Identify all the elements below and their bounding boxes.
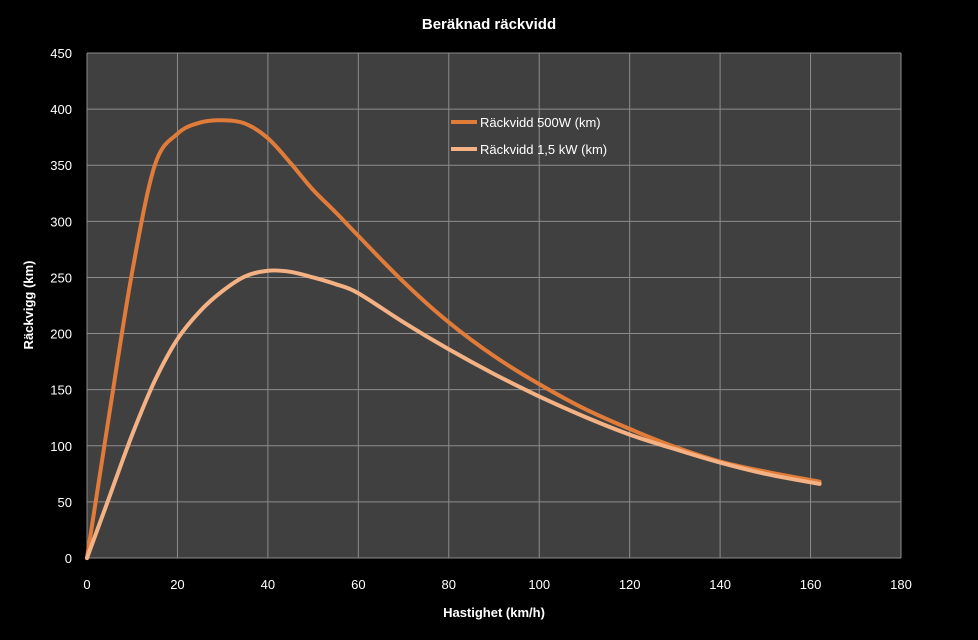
y-tick-label: 100	[50, 439, 72, 454]
x-tick-label: 80	[442, 577, 456, 592]
y-tick-label: 350	[50, 158, 72, 173]
legend-label-2: Räckvidd 1,5 kW (km)	[480, 142, 607, 157]
y-tick-label: 250	[50, 270, 72, 285]
series-line-2	[85, 268, 822, 560]
y-tick-label: 450	[50, 46, 72, 61]
legend-label-1: Räckvidd 500W (km)	[480, 115, 601, 130]
grid	[86, 52, 902, 559]
chart-title: Beräknad räckvidd	[422, 16, 556, 33]
series-lines	[85, 118, 822, 560]
y-tick-label: 150	[50, 383, 72, 398]
y-tick-label: 400	[50, 102, 72, 117]
y-tick-label: 50	[58, 495, 72, 510]
x-tick-label: 100	[528, 577, 550, 592]
x-tick-label: 0	[83, 577, 90, 592]
x-tick-label: 20	[170, 577, 184, 592]
x-tick-label: 180	[890, 577, 912, 592]
y-tick-label: 300	[50, 214, 72, 229]
legend: Räckvidd 500W (km) Räckvidd 1,5 kW (km)	[451, 115, 607, 157]
y-tick-label: 200	[50, 327, 72, 342]
x-tick-label: 160	[800, 577, 822, 592]
x-tick-label: 120	[619, 577, 641, 592]
tick-labels: 0 50 100 150 200 250 300 350 400 450 0 20 40 60 80 100 1…	[50, 46, 912, 592]
x-tick-label: 140	[709, 577, 731, 592]
y-tick-label: 0	[65, 551, 72, 566]
y-axis-label: Räckvigg (km)	[21, 261, 36, 350]
x-axis-label: Hastighet (km/h)	[443, 605, 545, 620]
x-tick-label: 40	[261, 577, 275, 592]
x-tick-label: 60	[351, 577, 365, 592]
series-line-1	[85, 118, 822, 560]
